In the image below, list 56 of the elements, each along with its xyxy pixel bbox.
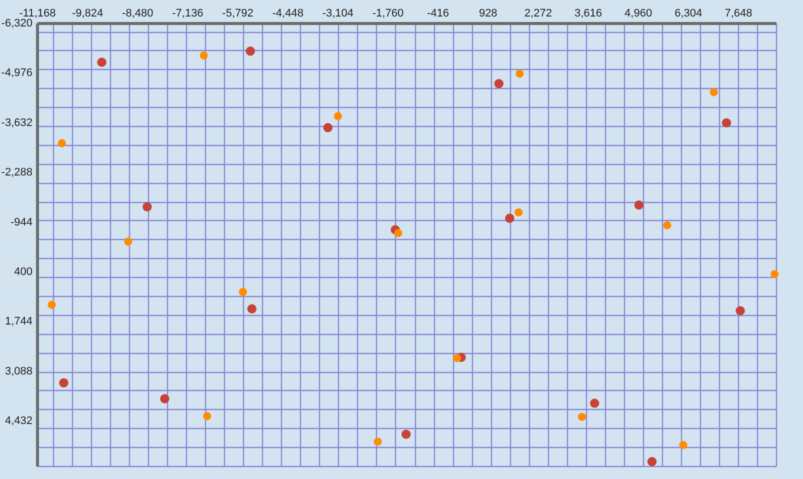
point xyxy=(590,398,600,408)
y-tick-label: -4,976 xyxy=(1,67,32,80)
point xyxy=(679,440,688,450)
point xyxy=(710,88,718,96)
point xyxy=(453,354,462,362)
point xyxy=(59,378,68,388)
y-tick-label: 4,432 xyxy=(4,415,32,428)
point xyxy=(160,394,170,404)
x-tick-label: 4,960 xyxy=(624,8,652,20)
x-tick-label: 2,272 xyxy=(524,8,552,20)
point xyxy=(402,430,411,439)
x-tick-label: 6,304 xyxy=(674,8,702,20)
x-tick-label: -1,760 xyxy=(372,8,404,20)
point xyxy=(203,412,212,420)
x-tick-label: 928 xyxy=(478,8,498,20)
point xyxy=(634,200,644,210)
x-tick-label: -3,104 xyxy=(322,8,354,20)
point xyxy=(334,112,342,120)
y-tick-label: -2,288 xyxy=(1,166,32,179)
point xyxy=(394,229,402,238)
point xyxy=(770,270,779,278)
y-tick-label: 400 xyxy=(14,266,32,278)
point xyxy=(97,58,106,67)
y-tick-label: -944 xyxy=(10,216,32,228)
point xyxy=(647,457,657,466)
point xyxy=(48,300,56,309)
x-tick-label: -4,448 xyxy=(272,8,304,20)
point xyxy=(58,139,66,148)
point xyxy=(238,288,247,296)
x-tick-label: -416 xyxy=(427,8,450,20)
point xyxy=(247,304,256,314)
point xyxy=(722,118,732,128)
y-tick-label: 1,744 xyxy=(4,316,32,328)
point xyxy=(736,306,745,316)
point xyxy=(200,52,208,60)
y-tick-label: -6,320 xyxy=(1,18,32,30)
x-tick-label: -11,168 xyxy=(19,8,56,20)
point xyxy=(505,214,514,223)
x-tick-label: -8,480 xyxy=(122,8,154,20)
point xyxy=(663,221,672,230)
y-tick-label: 3,088 xyxy=(4,365,32,378)
x-tick-label: -5,792 xyxy=(222,8,254,20)
x-tick-label: -9,824 xyxy=(72,8,104,20)
point xyxy=(494,79,504,88)
x-tick-label: 3,616 xyxy=(574,8,602,20)
point xyxy=(142,202,152,212)
point xyxy=(578,412,586,421)
point xyxy=(124,238,132,246)
x-tick-label: -7,136 xyxy=(172,8,204,20)
y-tick-label: -3,632 xyxy=(1,116,32,129)
point xyxy=(514,208,523,216)
point xyxy=(323,123,332,132)
point xyxy=(516,70,524,78)
point xyxy=(246,46,255,56)
point xyxy=(374,438,382,446)
x-tick-label: 7,648 xyxy=(724,8,752,20)
